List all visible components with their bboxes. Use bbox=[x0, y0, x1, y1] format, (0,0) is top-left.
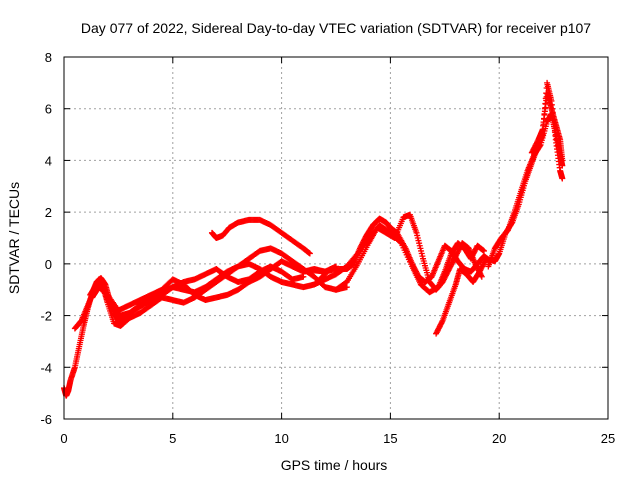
x-tick-label: 10 bbox=[274, 431, 288, 446]
y-tick-label: 4 bbox=[45, 153, 52, 168]
y-tick-label: 8 bbox=[45, 50, 52, 65]
x-axis-label: GPS time / hours bbox=[281, 457, 388, 473]
series-arc-5 bbox=[208, 216, 313, 257]
y-tick-label: 2 bbox=[45, 205, 52, 220]
data-point bbox=[559, 157, 566, 164]
data-point bbox=[306, 250, 313, 257]
data-point bbox=[397, 239, 404, 246]
data-point bbox=[438, 319, 445, 326]
x-tick-label: 0 bbox=[60, 431, 67, 446]
x-tick-label: 20 bbox=[492, 431, 506, 446]
grid bbox=[64, 57, 608, 419]
y-tick-label: 6 bbox=[45, 102, 52, 117]
data-point bbox=[343, 284, 350, 291]
chart-title: Day 077 of 2022, Sidereal Day-to-day VTE… bbox=[81, 20, 591, 36]
y-tick-label: -6 bbox=[40, 412, 52, 427]
data-point bbox=[478, 273, 485, 280]
y-tick-label: -4 bbox=[40, 360, 52, 375]
ticks: 0 5 10 15 20 25 -6 -4 -2 0 2 4 6 8 bbox=[40, 50, 615, 446]
series-arc-9 bbox=[433, 79, 566, 337]
data-point bbox=[559, 175, 566, 182]
x-tick-label: 5 bbox=[169, 431, 176, 446]
y-tick-label: -2 bbox=[40, 309, 52, 324]
x-tick-label: 15 bbox=[383, 431, 397, 446]
data-point bbox=[559, 162, 566, 169]
plot-frame bbox=[63, 56, 609, 420]
data-point bbox=[480, 247, 487, 254]
data-point bbox=[300, 273, 307, 280]
y-axis-label: SDTVAR / TECUs bbox=[6, 182, 22, 294]
series-arc-11 bbox=[528, 90, 566, 164]
x-tick-label: 25 bbox=[601, 431, 615, 446]
series-arc-8 bbox=[333, 211, 485, 293]
y-tick-label: 0 bbox=[45, 257, 52, 272]
series-layer bbox=[61, 79, 566, 399]
